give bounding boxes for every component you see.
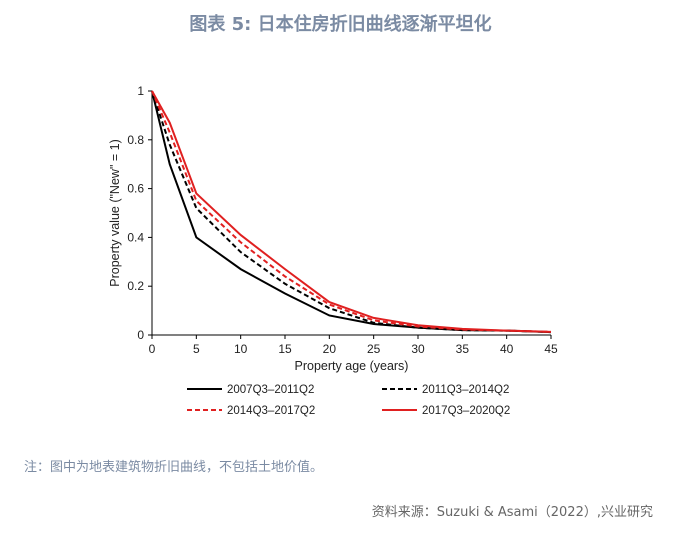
series-line: [151, 90, 552, 333]
source: 资料来源：Suzuki & Asami（2022）,兴业研究: [371, 505, 653, 520]
legend-label: 2011Q3–2014Q2: [422, 384, 509, 396]
x-tick-label: 5: [193, 342, 200, 356]
x-tick-label: 25: [367, 342, 381, 356]
y-tick-label: 1: [137, 84, 144, 98]
series-line: [151, 90, 552, 333]
legend-label: 2007Q3–2011Q2: [227, 384, 314, 396]
series-line: [151, 90, 552, 334]
y-tick-label: 0.2: [127, 279, 144, 293]
x-tick-label: 15: [278, 342, 292, 356]
y-tick-label: 0: [137, 328, 144, 342]
x-tick-label: 20: [323, 342, 337, 356]
x-tick-label: 45: [544, 342, 558, 356]
legend-label: 2014Q3–2017Q2: [227, 405, 315, 417]
chart-title: 图表 5: 日本住房折旧曲线逐渐平坦化: [189, 14, 492, 35]
series-line: [151, 90, 552, 334]
x-tick-label: 35: [456, 342, 470, 356]
x-tick-label: 10: [234, 342, 248, 356]
legend-label: 2017Q3–2020Q2: [422, 405, 510, 417]
x-tick-label: 30: [411, 342, 425, 356]
y-tick-label: 0.8: [127, 133, 144, 147]
x-tick-label: 40: [500, 342, 514, 356]
x-axis-label: Property age (years): [295, 359, 409, 373]
x-tick-label: 0: [149, 342, 156, 356]
y-tick-label: 0.4: [127, 230, 144, 244]
footnote: 注：图中为地表建筑物折旧曲线，不包括土地价值。: [24, 460, 324, 475]
y-axis-label: Property value ("New" = 1): [108, 139, 122, 286]
y-tick-label: 0.6: [127, 182, 144, 196]
